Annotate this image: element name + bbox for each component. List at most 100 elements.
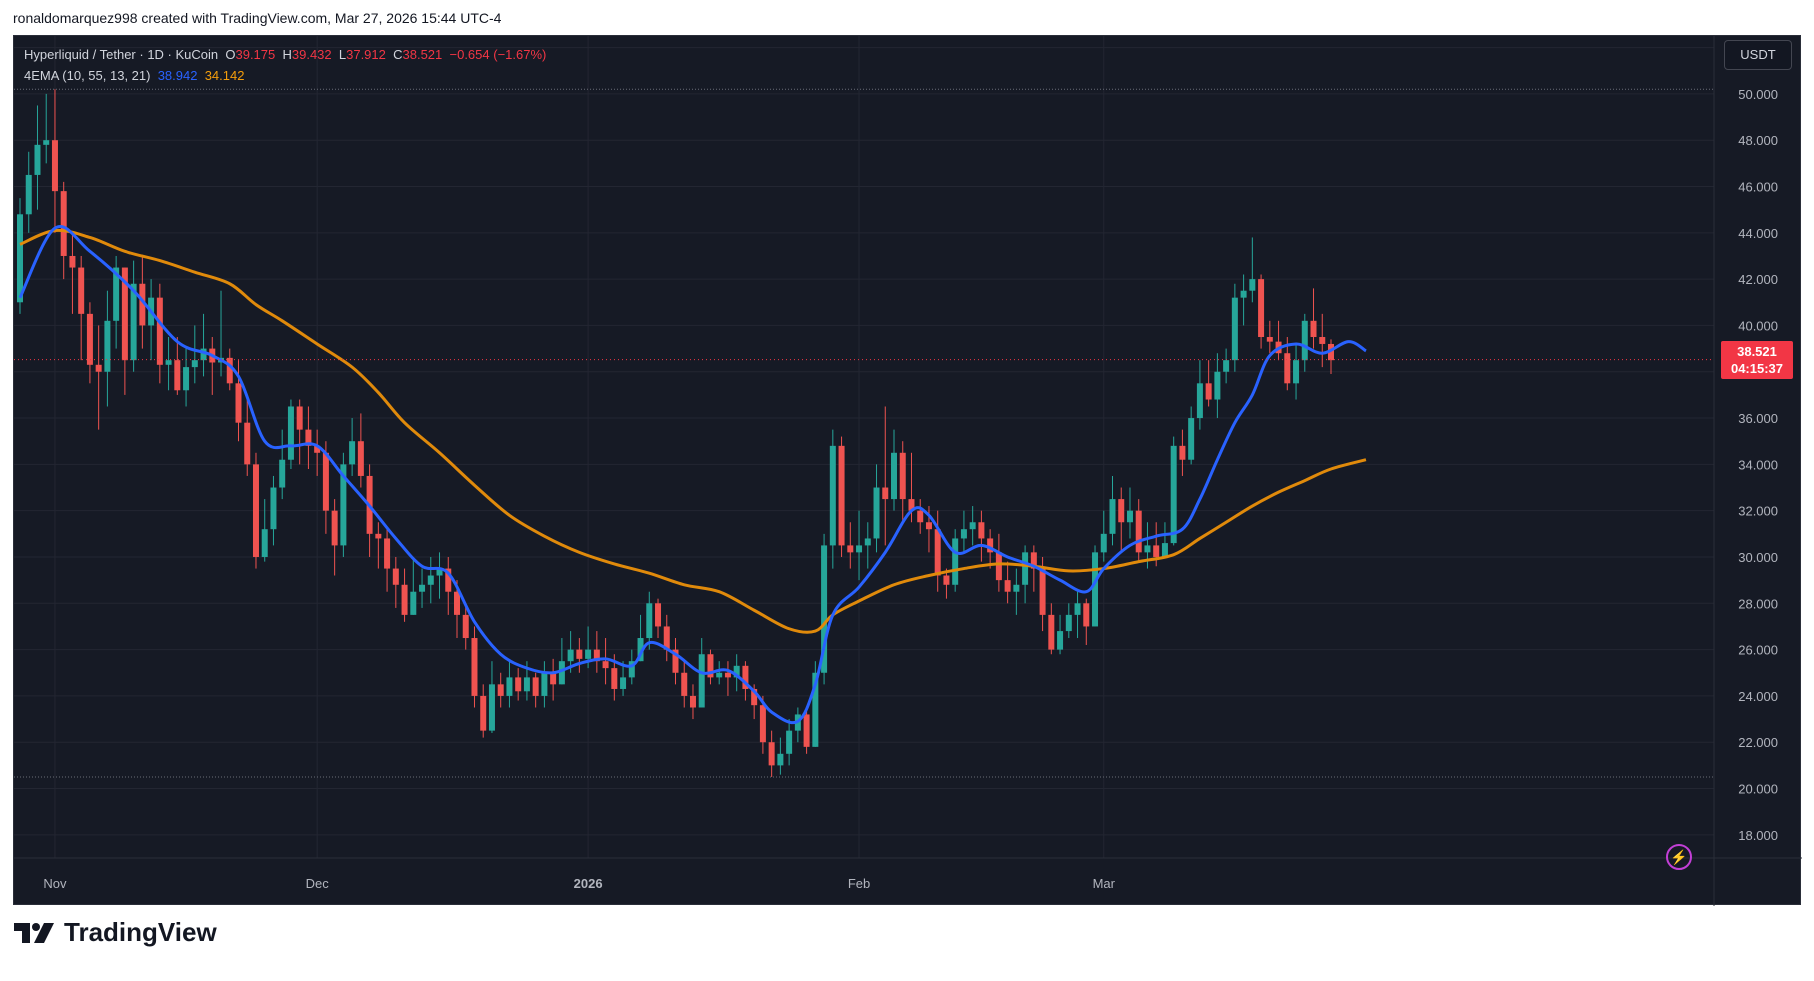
candle bbox=[1196, 360, 1203, 430]
candle-body bbox=[1022, 552, 1029, 585]
time-axis-label: Dec bbox=[306, 876, 330, 891]
price-axis-label: 40.000 bbox=[1738, 318, 1778, 333]
candle-body bbox=[821, 545, 828, 673]
candle-body bbox=[174, 360, 181, 391]
candle bbox=[1293, 343, 1300, 400]
flash-icon[interactable]: ⚡ bbox=[1666, 844, 1692, 870]
candle-body bbox=[1118, 499, 1125, 523]
candle bbox=[952, 529, 959, 592]
candle bbox=[436, 552, 443, 599]
candle bbox=[663, 614, 670, 662]
candle-body bbox=[1083, 603, 1090, 627]
currency-button[interactable]: USDT bbox=[1724, 40, 1792, 70]
price-axis-label: 32.000 bbox=[1738, 504, 1778, 519]
candle bbox=[838, 436, 845, 557]
candle bbox=[25, 151, 32, 233]
candle-body bbox=[515, 677, 522, 692]
candle-body bbox=[724, 672, 731, 678]
candle-body bbox=[838, 445, 845, 546]
candle bbox=[1214, 353, 1221, 419]
candle-body bbox=[1109, 499, 1116, 534]
symbol-info[interactable]: Hyperliquid / Tether · 1D · KuCoin bbox=[24, 47, 219, 62]
candle-body bbox=[121, 267, 128, 361]
price-chart[interactable]: 18.000 20.000 22.000 24.000 26.000 28.000 30.0… bbox=[14, 36, 1802, 906]
candle-body bbox=[716, 672, 723, 678]
candle bbox=[1170, 436, 1177, 546]
price-axis-label: 20.000 bbox=[1738, 782, 1778, 797]
candle bbox=[1048, 603, 1055, 655]
candle bbox=[445, 556, 452, 615]
candle bbox=[1179, 429, 1186, 476]
candle-body bbox=[1074, 603, 1081, 615]
candle-body bbox=[488, 684, 495, 731]
candle bbox=[34, 105, 41, 210]
candle bbox=[410, 556, 417, 615]
price-axis-label: 36.000 bbox=[1738, 411, 1778, 426]
ohlc-row: Hyperliquid / Tether · 1D · KuCoin O39.1… bbox=[24, 44, 546, 65]
candle-body bbox=[384, 538, 391, 569]
candle bbox=[742, 661, 749, 701]
candle bbox=[943, 568, 950, 599]
candle bbox=[1074, 591, 1081, 639]
candle bbox=[558, 638, 565, 685]
candle-body bbox=[139, 283, 146, 326]
candle-body bbox=[1065, 614, 1072, 632]
candle bbox=[43, 93, 50, 164]
candle bbox=[1266, 320, 1273, 354]
candle-body bbox=[987, 538, 994, 553]
chart-pane[interactable]: 18.000 20.000 22.000 24.000 26.000 28.000 30.0… bbox=[13, 35, 1802, 906]
candle bbox=[121, 267, 128, 395]
candle-body bbox=[602, 661, 609, 669]
candle-body bbox=[165, 360, 172, 365]
candle-body bbox=[934, 529, 941, 576]
candle-body bbox=[917, 510, 924, 523]
candle bbox=[873, 464, 880, 553]
ema-fast-value: 38.942 bbox=[157, 68, 198, 83]
candle bbox=[1135, 499, 1142, 562]
candle-body bbox=[1153, 545, 1160, 557]
candle-body bbox=[1214, 371, 1221, 400]
candle bbox=[497, 672, 504, 708]
candle bbox=[322, 441, 329, 534]
candle-body bbox=[471, 638, 478, 696]
candle bbox=[978, 510, 985, 562]
candle-body bbox=[856, 545, 863, 553]
last-price-value: 38.521 bbox=[1737, 343, 1777, 359]
candle bbox=[183, 348, 190, 407]
price-axis-label: 42.000 bbox=[1738, 272, 1778, 287]
candle bbox=[427, 556, 434, 604]
candle-body bbox=[576, 649, 583, 659]
candle-body bbox=[480, 695, 487, 731]
candle-body bbox=[1179, 445, 1186, 460]
candle bbox=[1092, 545, 1099, 627]
ema-fast-line bbox=[18, 225, 1367, 725]
candle bbox=[1240, 274, 1247, 326]
candle bbox=[856, 510, 863, 581]
candle-body bbox=[637, 638, 644, 662]
candle-body bbox=[17, 214, 23, 303]
chart-legend: Hyperliquid / Tether · 1D · KuCoin O39.1… bbox=[24, 44, 546, 86]
candle-body bbox=[226, 357, 233, 384]
candle bbox=[689, 684, 696, 720]
candle-body bbox=[401, 584, 408, 615]
candle bbox=[357, 413, 364, 488]
indicator-name[interactable]: 4EMA (10, 55, 13, 21) bbox=[24, 68, 151, 83]
candle bbox=[113, 255, 120, 349]
dotted-levels bbox=[14, 88, 1714, 778]
candle bbox=[296, 399, 303, 465]
ema-slow-line bbox=[19, 228, 1367, 634]
candle bbox=[1249, 237, 1256, 303]
candle bbox=[812, 661, 819, 747]
candle bbox=[882, 406, 889, 546]
candle bbox=[1258, 274, 1265, 349]
candle bbox=[707, 649, 714, 685]
candle-body bbox=[681, 672, 688, 696]
candle-body bbox=[1223, 360, 1230, 372]
candle bbox=[165, 337, 172, 391]
candle bbox=[1205, 360, 1212, 407]
candle bbox=[69, 232, 76, 314]
candle bbox=[209, 337, 216, 395]
candle bbox=[1065, 603, 1072, 639]
candle bbox=[515, 668, 522, 701]
candle-body bbox=[113, 267, 120, 321]
